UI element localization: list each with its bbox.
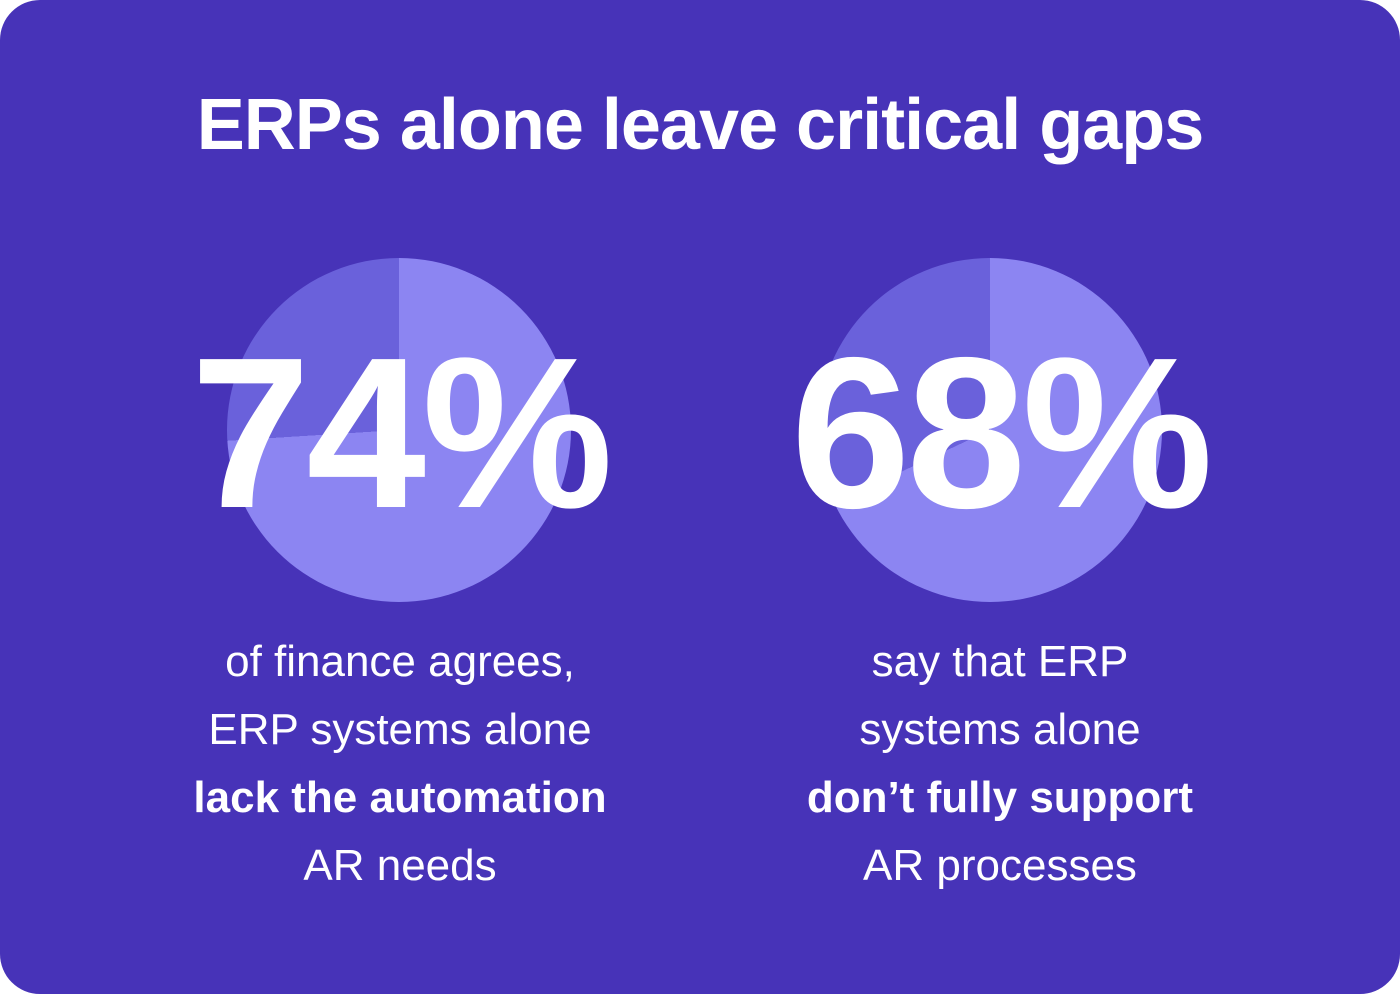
stat-value-74: 74% bbox=[190, 312, 613, 553]
caption-line: ERP systems alone bbox=[208, 705, 592, 754]
stat-caption-68: say that ERP systems alone don’t fully s… bbox=[600, 628, 1400, 900]
caption-line: AR processes bbox=[863, 841, 1137, 890]
caption-line: of finance agrees, bbox=[225, 637, 575, 686]
page-title: ERPs alone leave critical gaps bbox=[196, 85, 1205, 165]
pie-chart-68 bbox=[818, 258, 1162, 602]
stat-caption-74: of finance agrees, ERP systems alone lac… bbox=[0, 628, 800, 900]
stat-value-68: 68% bbox=[790, 312, 1213, 553]
caption-line-bold: lack the automation bbox=[193, 773, 607, 822]
caption-line: systems alone bbox=[859, 705, 1141, 754]
caption-line-bold: don’t fully support bbox=[806, 773, 1194, 822]
caption-line: AR needs bbox=[303, 841, 497, 890]
pie-chart-74 bbox=[227, 258, 571, 602]
caption-line: say that ERP bbox=[871, 637, 1129, 686]
